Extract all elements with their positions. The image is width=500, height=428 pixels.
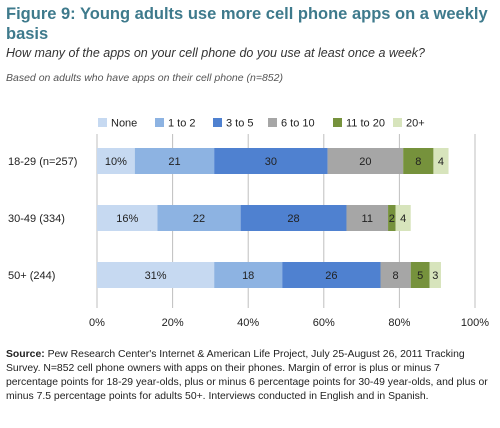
data-label: 11: [362, 213, 373, 225]
data-label: 16%: [116, 213, 138, 225]
legend-swatch: [268, 118, 277, 127]
x-tick-label: 80%: [388, 317, 410, 329]
category-label: 18-29 (n=257): [8, 156, 77, 168]
legend-item: 20+: [393, 118, 425, 130]
data-label: 30: [265, 156, 277, 168]
data-label: 21: [168, 156, 180, 168]
legend-item: 3 to 5: [213, 118, 254, 130]
bar-segment: [403, 148, 434, 174]
data-label: 10%: [105, 156, 127, 168]
bar-segment: [388, 205, 396, 231]
data-label: 8: [415, 156, 421, 168]
data-label: 31%: [145, 270, 167, 282]
x-tick-label: 40%: [237, 317, 259, 329]
legend: None 1 to 2 3 to 5 6 to 10 11 to 20 20+: [98, 118, 425, 130]
data-label: 5: [417, 270, 423, 282]
data-label: 20: [359, 156, 371, 168]
legend-item: 1 to 2: [155, 118, 196, 130]
legend-label: 1 to 2: [168, 118, 196, 130]
source-text: Pew Research Center's Internet & America…: [6, 349, 488, 402]
legend-swatch: [213, 118, 222, 127]
source-label: Source:: [6, 349, 45, 360]
bar-segment: [327, 148, 404, 174]
x-tick-label: 60%: [313, 317, 335, 329]
bar-segment: [97, 262, 215, 288]
x-tick-label: 0%: [89, 317, 105, 329]
bar-segment: [410, 262, 430, 288]
category-label: 50+ (244): [8, 270, 55, 282]
bar-segment: [134, 148, 215, 174]
data-label: 22: [193, 213, 205, 225]
legend-label: 20+: [406, 118, 425, 130]
sample-base: Based on adults who have apps on their c…: [6, 72, 283, 84]
data-label: 28: [287, 213, 299, 225]
bar-segment: [346, 205, 389, 231]
bar-segment: [282, 262, 381, 288]
legend-swatch: [333, 118, 342, 127]
legend-label: 6 to 10: [281, 118, 315, 130]
x-axis-ticks: 0% 20% 40% 60% 80% 100%: [89, 317, 489, 329]
legend-item: None: [98, 118, 137, 130]
data-label: 4: [400, 213, 406, 225]
x-tick-label: 100%: [461, 317, 489, 329]
survey-question: How many of the apps on your cell phone …: [6, 46, 426, 60]
bar-segment: [214, 148, 328, 174]
bar-segment: [97, 148, 135, 174]
legend-swatch: [393, 118, 402, 127]
bar-segment: [97, 205, 158, 231]
legend-label: 3 to 5: [226, 118, 254, 130]
data-label: 8: [393, 270, 399, 282]
legend-label: 11 to 20: [346, 118, 385, 130]
bars: 10% 21 30 20 8 416% 22 28 11 2 431% 18 26 8 5 3: [97, 148, 449, 288]
legend-swatch: [98, 118, 107, 127]
legend-swatch: [155, 118, 164, 127]
bar-segment: [429, 262, 441, 288]
legend-item: 11 to 20: [333, 118, 385, 130]
data-label: 26: [325, 270, 337, 282]
bar-segment: [157, 205, 241, 231]
data-label: 4: [438, 156, 444, 168]
bar-segment: [380, 262, 411, 288]
category-labels: 18-29 (n=257) 30-49 (334) 50+ (244): [8, 156, 77, 282]
bar-segment: [433, 148, 449, 174]
x-tick-label: 20%: [162, 317, 184, 329]
data-label: 18: [242, 270, 254, 282]
legend-label: None: [111, 118, 137, 130]
category-label: 30-49 (334): [8, 213, 65, 225]
chart-title: Figure 9: Young adults use more cell pho…: [6, 5, 488, 43]
source-note: Source: Pew Research Center's Internet &…: [6, 348, 494, 404]
legend-item: 6 to 10: [268, 118, 315, 130]
bar-segment: [214, 262, 283, 288]
bar-segment: [395, 205, 411, 231]
bar-segment: [240, 205, 347, 231]
data-label: 3: [432, 270, 438, 282]
data-label: 2: [389, 213, 395, 225]
